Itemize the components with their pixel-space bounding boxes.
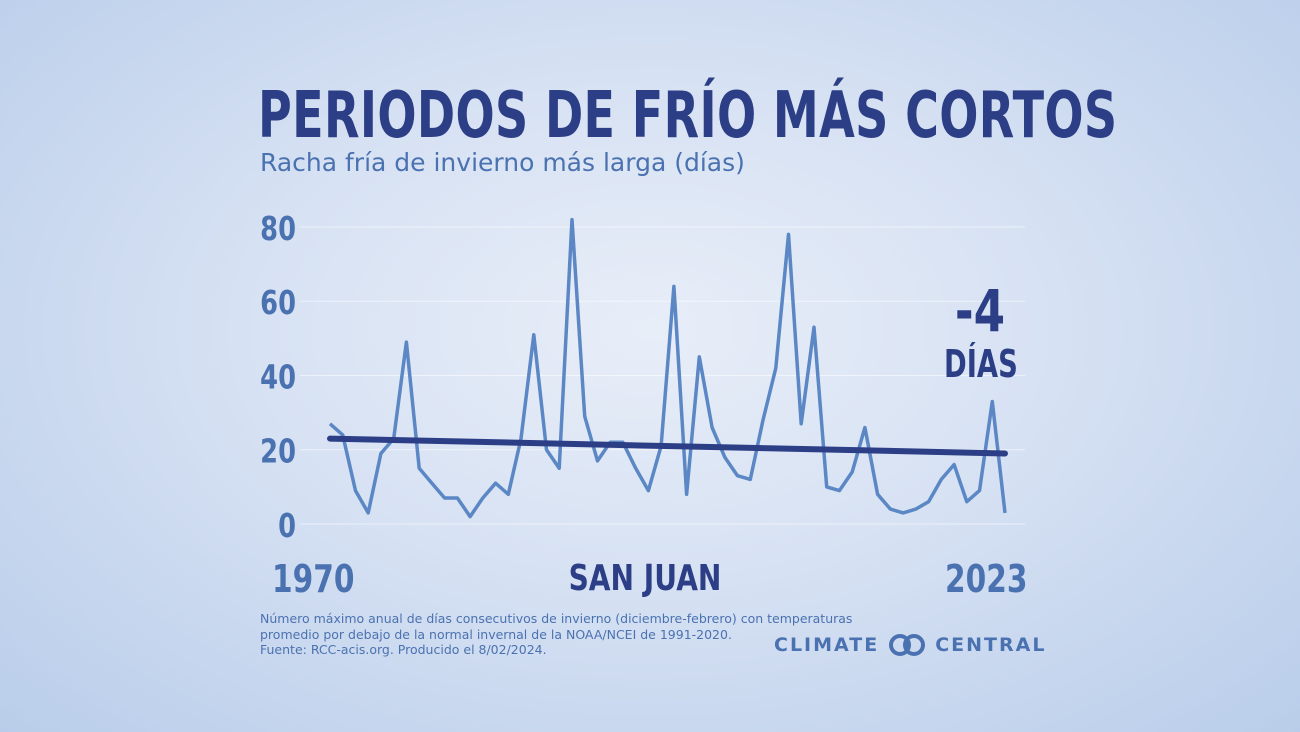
trend-line — [327, 435, 1008, 457]
trend-change-unit: DÍAS — [944, 342, 1018, 386]
y-tick-label: 0 — [278, 507, 296, 545]
series-line — [328, 217, 1007, 519]
trend-change-value: -4 — [954, 277, 1006, 345]
climate-central-logo-icon — [889, 634, 926, 656]
x-tick-start-year: 1970 — [272, 557, 355, 601]
climate-central-logo: CLIMATE CENTRAL — [774, 632, 1046, 658]
chart-title: PERIODOS DE FRÍO MÁS CORTOS — [258, 79, 1118, 153]
footnote: Número máximo anual de días consecutivos… — [260, 611, 880, 658]
y-tick-label: 60 — [260, 284, 296, 322]
footnote-line: promedio por debajo de la normal inverna… — [260, 626, 732, 642]
x-tick-end-year: 2023 — [945, 557, 1028, 601]
brand-left-word: CLIMATE — [774, 634, 880, 656]
y-tick-label: 80 — [260, 210, 296, 248]
y-tick-label: 40 — [260, 358, 296, 396]
footnote-line: Fuente: RCC-acis.org. Producido el 8/02/… — [260, 642, 547, 657]
y-tick-label: 20 — [260, 433, 296, 471]
footnote-line: Número máximo anual de días consecutivos… — [260, 611, 853, 626]
chart-subtitle: Racha fría de invierno más larga (días) — [260, 148, 745, 177]
brand-right-word: CENTRAL — [935, 634, 1047, 656]
location-label: SAN JUAN — [568, 558, 722, 599]
